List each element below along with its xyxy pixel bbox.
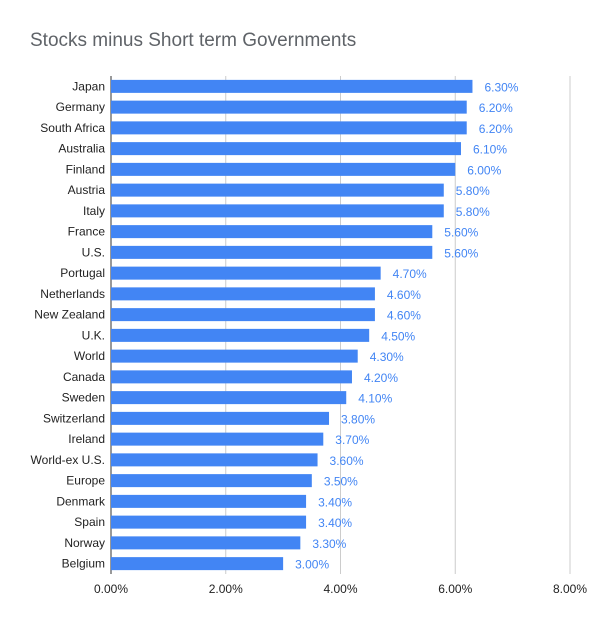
data-label: 4.20% bbox=[364, 371, 398, 385]
bar[interactable] bbox=[111, 79, 473, 93]
category-label: U.S. bbox=[82, 245, 105, 259]
category-label: Austria bbox=[68, 183, 106, 197]
data-label: 4.30% bbox=[370, 350, 404, 364]
x-tick-label: 0.00% bbox=[94, 582, 128, 596]
bar[interactable] bbox=[111, 474, 312, 488]
category-label: France bbox=[68, 225, 106, 239]
category-label: Switzerland bbox=[43, 411, 105, 425]
data-label: 4.50% bbox=[381, 329, 415, 343]
category-label: Europe bbox=[66, 474, 105, 488]
bar[interactable] bbox=[111, 162, 456, 176]
category-label: Norway bbox=[64, 536, 105, 550]
x-tick-label: 2.00% bbox=[209, 582, 243, 596]
bar[interactable] bbox=[111, 536, 301, 550]
bar[interactable] bbox=[111, 225, 433, 239]
bar[interactable] bbox=[111, 432, 324, 446]
data-label: 5.60% bbox=[444, 246, 478, 260]
bar[interactable] bbox=[111, 515, 307, 529]
category-label: Sweden bbox=[62, 391, 105, 405]
data-label: 6.20% bbox=[479, 101, 513, 115]
data-label: 4.70% bbox=[393, 267, 427, 281]
bar[interactable] bbox=[111, 121, 467, 135]
data-label: 4.60% bbox=[387, 288, 421, 302]
bar[interactable] bbox=[111, 453, 318, 467]
category-label: World-ex U.S. bbox=[31, 453, 105, 467]
data-label: 3.00% bbox=[295, 558, 329, 572]
data-label: 5.80% bbox=[456, 205, 490, 219]
category-label: Ireland bbox=[68, 432, 105, 446]
bar[interactable] bbox=[111, 266, 381, 280]
data-label: 4.60% bbox=[387, 309, 421, 323]
bar[interactable] bbox=[111, 308, 375, 322]
category-label: New Zealand bbox=[34, 308, 105, 322]
bar[interactable] bbox=[111, 349, 358, 363]
data-label: 3.60% bbox=[330, 454, 364, 468]
bar[interactable] bbox=[111, 328, 370, 342]
chart-title: Stocks minus Short term Governments bbox=[30, 30, 357, 51]
category-label: U.K. bbox=[82, 328, 105, 342]
data-label: 3.30% bbox=[312, 537, 346, 551]
category-label: World bbox=[74, 349, 105, 363]
x-tick-label: 6.00% bbox=[438, 582, 472, 596]
data-label: 3.50% bbox=[324, 475, 358, 489]
bar[interactable] bbox=[111, 245, 433, 259]
bar[interactable] bbox=[111, 391, 347, 405]
category-label: Denmark bbox=[56, 494, 106, 508]
category-label: Japan bbox=[72, 79, 105, 93]
x-tick-label: 8.00% bbox=[553, 582, 587, 596]
data-label: 5.80% bbox=[456, 184, 490, 198]
bar[interactable] bbox=[111, 494, 307, 508]
data-label: 3.80% bbox=[341, 412, 375, 426]
category-label: Spain bbox=[74, 515, 105, 529]
bar[interactable] bbox=[111, 204, 444, 218]
category-label: Germany bbox=[56, 100, 105, 114]
data-label: 6.30% bbox=[484, 80, 518, 94]
category-label: Portugal bbox=[60, 266, 105, 280]
category-label: Italy bbox=[83, 204, 105, 218]
data-label: 6.10% bbox=[473, 143, 507, 157]
bar[interactable] bbox=[111, 287, 375, 301]
bar[interactable] bbox=[111, 557, 284, 571]
category-label: South Africa bbox=[40, 121, 105, 135]
bar[interactable] bbox=[111, 370, 352, 384]
data-label: 4.10% bbox=[358, 392, 392, 406]
x-tick-label: 4.00% bbox=[323, 582, 357, 596]
data-label: 6.20% bbox=[479, 122, 513, 136]
data-label: 5.60% bbox=[444, 226, 478, 240]
category-label: Belgium bbox=[62, 557, 105, 571]
bar[interactable] bbox=[111, 411, 330, 425]
category-label: Finland bbox=[66, 162, 105, 176]
category-label: Canada bbox=[63, 370, 105, 384]
data-label: 3.70% bbox=[335, 433, 369, 447]
category-label: Netherlands bbox=[40, 287, 105, 301]
data-label: 6.00% bbox=[467, 163, 501, 177]
data-label: 3.40% bbox=[318, 495, 352, 509]
bar[interactable] bbox=[111, 142, 461, 156]
bar[interactable] bbox=[111, 183, 444, 197]
data-label: 3.40% bbox=[318, 516, 352, 530]
category-label: Australia bbox=[58, 142, 105, 156]
bar[interactable] bbox=[111, 100, 467, 114]
